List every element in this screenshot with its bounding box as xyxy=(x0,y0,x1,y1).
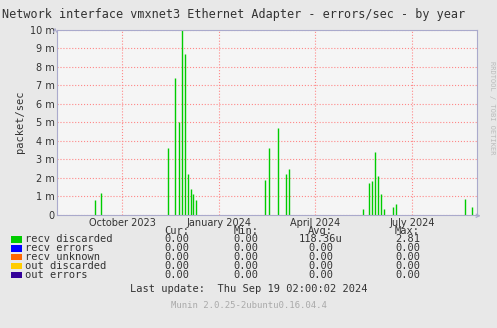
Text: 0.00: 0.00 xyxy=(164,252,189,262)
Text: 0.00: 0.00 xyxy=(308,252,333,262)
Text: 0.00: 0.00 xyxy=(395,261,420,271)
Text: out errors: out errors xyxy=(25,270,87,280)
Text: recv errors: recv errors xyxy=(25,243,93,253)
Text: 0.00: 0.00 xyxy=(395,243,420,253)
Text: 2.81: 2.81 xyxy=(395,235,420,244)
Text: Avg:: Avg: xyxy=(308,226,333,236)
Text: 0.00: 0.00 xyxy=(234,270,258,280)
Text: recv discarded: recv discarded xyxy=(25,235,112,244)
Text: 0.00: 0.00 xyxy=(164,261,189,271)
Text: 0.00: 0.00 xyxy=(234,261,258,271)
Text: 0.00: 0.00 xyxy=(234,243,258,253)
Text: Max:: Max: xyxy=(395,226,420,236)
Y-axis label: packet/sec: packet/sec xyxy=(15,91,25,154)
Text: Network interface vmxnet3 Ethernet Adapter - errors/sec - by year: Network interface vmxnet3 Ethernet Adapt… xyxy=(2,8,465,21)
Text: out discarded: out discarded xyxy=(25,261,106,271)
Text: 0.00: 0.00 xyxy=(164,270,189,280)
Text: 0.00: 0.00 xyxy=(395,252,420,262)
Text: Munin 2.0.25-2ubuntu0.16.04.4: Munin 2.0.25-2ubuntu0.16.04.4 xyxy=(170,301,327,310)
Text: recv unknown: recv unknown xyxy=(25,252,100,262)
Text: Last update:  Thu Sep 19 02:00:02 2024: Last update: Thu Sep 19 02:00:02 2024 xyxy=(130,284,367,294)
Text: Min:: Min: xyxy=(234,226,258,236)
Text: 0.00: 0.00 xyxy=(234,235,258,244)
Text: RRDTOOL / TOBI OETIKER: RRDTOOL / TOBI OETIKER xyxy=(489,61,495,155)
Text: 0.00: 0.00 xyxy=(164,243,189,253)
Text: 0.00: 0.00 xyxy=(308,270,333,280)
Text: 0.00: 0.00 xyxy=(164,235,189,244)
Text: 0.00: 0.00 xyxy=(395,270,420,280)
Text: Cur:: Cur: xyxy=(164,226,189,236)
Text: 0.00: 0.00 xyxy=(308,261,333,271)
Text: 118.36u: 118.36u xyxy=(299,235,342,244)
Text: 0.00: 0.00 xyxy=(234,252,258,262)
Text: 0.00: 0.00 xyxy=(308,243,333,253)
